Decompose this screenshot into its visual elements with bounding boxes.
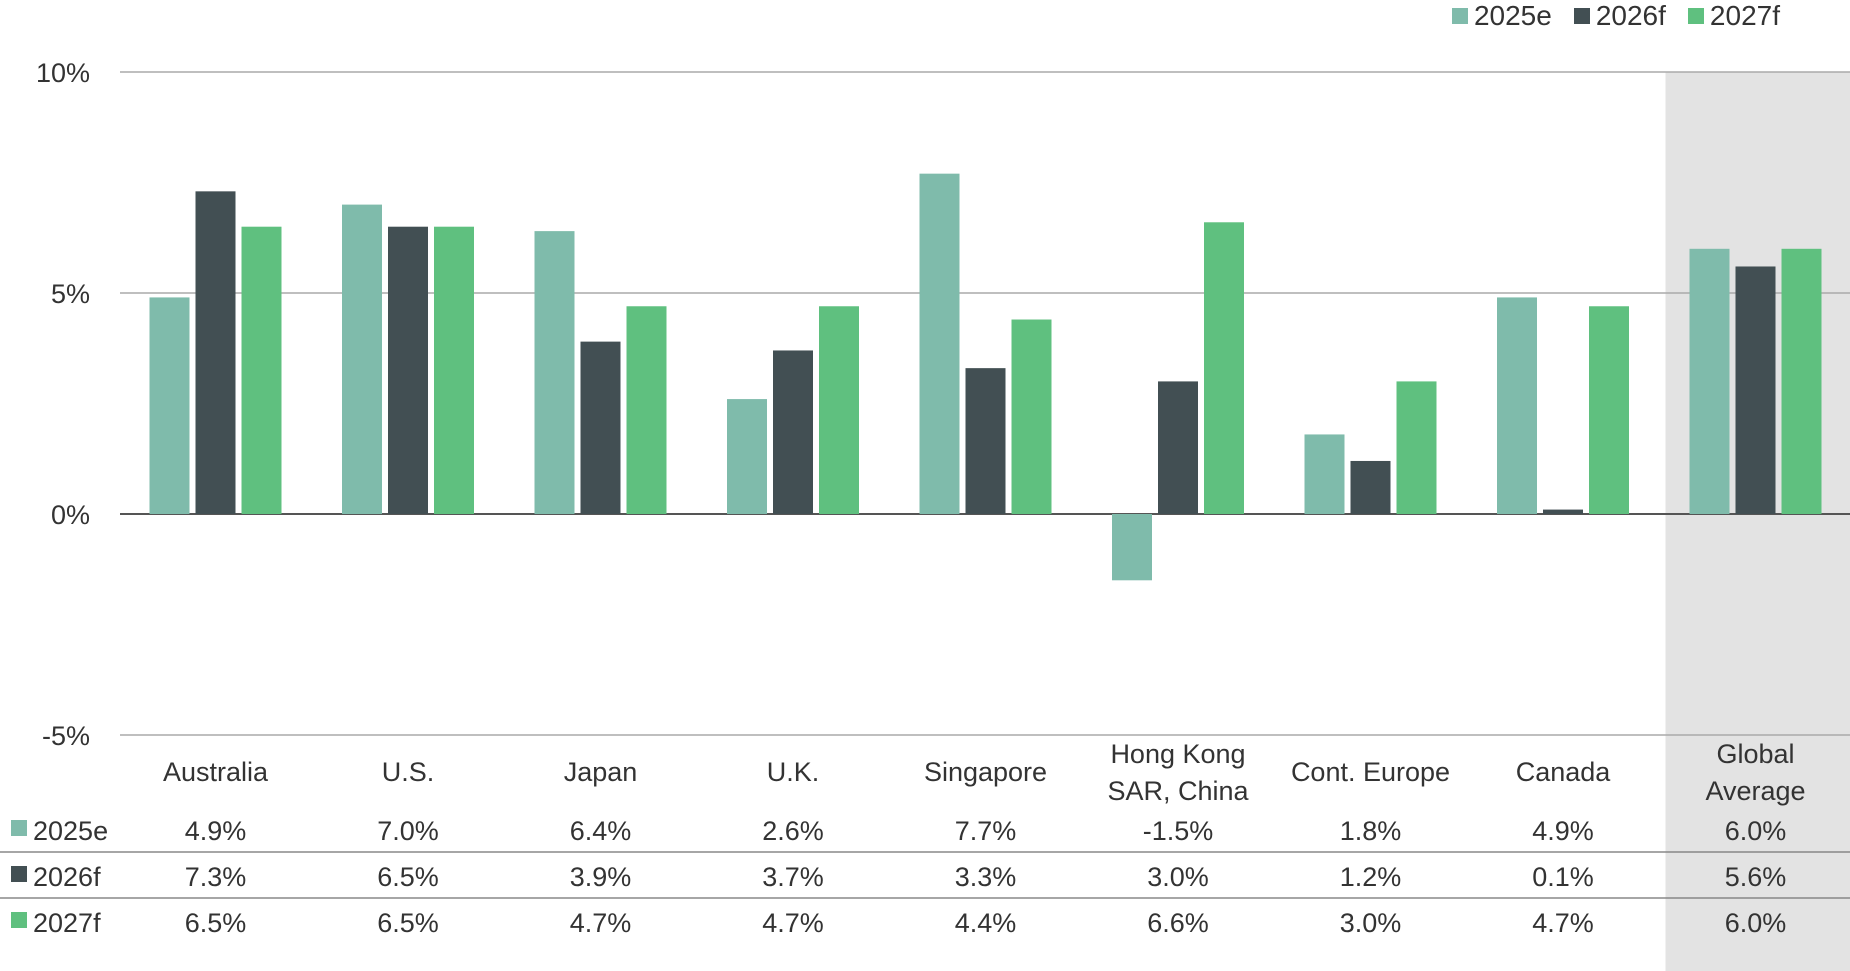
- bar-2027f: [819, 306, 859, 514]
- table-cell: 7.0%: [377, 816, 439, 846]
- bar-2026f: [195, 191, 236, 514]
- bar-2025e: [534, 231, 575, 514]
- bar-2027f: [626, 306, 667, 514]
- table-cell: 4.9%: [185, 816, 247, 846]
- table-cell: 3.7%: [762, 862, 824, 892]
- table-cell: 6.0%: [1725, 816, 1787, 846]
- table-row-swatch-2025e: [11, 820, 27, 836]
- legend: 2025e 2026f 2027f: [1451, 0, 1780, 32]
- table-row-swatch-2027f: [11, 912, 27, 928]
- table-cell: 6.4%: [570, 816, 632, 846]
- table-cell: 1.2%: [1340, 862, 1402, 892]
- table-cell: 4.7%: [570, 908, 632, 938]
- table-row-label: 2027f: [33, 908, 101, 938]
- x-category-label: Cont. Europe: [1291, 757, 1450, 787]
- bar-2025e: [149, 297, 190, 514]
- table-cell: 4.7%: [762, 908, 824, 938]
- table-cell: 6.0%: [1725, 908, 1787, 938]
- x-category-label: U.S.: [382, 757, 435, 787]
- table-cell: 7.3%: [185, 862, 247, 892]
- bar-2027f: [1204, 222, 1244, 514]
- bar-2025e: [1112, 514, 1152, 581]
- bar-2025e: [1497, 297, 1537, 514]
- bar-2025e: [342, 204, 382, 514]
- x-category-label: Australia: [163, 757, 269, 787]
- table-cell: 1.8%: [1340, 816, 1402, 846]
- table-cell: 0.1%: [1532, 862, 1594, 892]
- legend-label-2027f: 2027f: [1709, 0, 1780, 31]
- table-row-label: 2025e: [33, 816, 108, 846]
- table-cell: 6.5%: [185, 908, 247, 938]
- y-tick-label: 10%: [36, 58, 90, 88]
- table-cell: 3.9%: [570, 862, 632, 892]
- x-category-label: Average: [1705, 776, 1805, 806]
- x-category-label: Hong Kong: [1110, 739, 1245, 769]
- bar-2026f: [1543, 509, 1583, 514]
- y-tick-label: -5%: [42, 721, 90, 751]
- table-row-label: 2026f: [33, 862, 101, 892]
- table-row-swatch-2026f: [11, 866, 27, 882]
- bar-2027f: [241, 226, 282, 514]
- table-cell: 6.5%: [377, 908, 439, 938]
- bar-2026f: [773, 350, 813, 514]
- legend-label-2025e: 2025e: [1473, 0, 1552, 31]
- bar-2027f: [1781, 248, 1822, 515]
- table-cell: 3.3%: [955, 862, 1017, 892]
- bar-2026f: [388, 226, 428, 514]
- bar-2025e: [919, 173, 960, 514]
- table-cell: 5.6%: [1725, 862, 1787, 892]
- legend-label-2026f: 2026f: [1595, 0, 1666, 31]
- bar-2026f: [1158, 381, 1198, 514]
- bar-2027f: [1011, 319, 1052, 514]
- table-cell: 2.6%: [762, 816, 824, 846]
- bar-2027f: [434, 226, 474, 514]
- x-category-label: Canada: [1516, 757, 1612, 787]
- table-cell: 3.0%: [1340, 908, 1402, 938]
- bar-2026f: [965, 368, 1006, 514]
- bar-2025e: [727, 399, 767, 514]
- bar-2026f: [580, 341, 621, 514]
- y-tick-label: 5%: [51, 279, 90, 309]
- highlight-band-global-average: [1665, 72, 1850, 971]
- x-category-label: SAR, China: [1107, 776, 1249, 806]
- bar-2026f: [1350, 460, 1391, 514]
- table-cell: -1.5%: [1143, 816, 1214, 846]
- legend-swatch-2027f: [1687, 8, 1704, 24]
- x-category-label: Japan: [564, 757, 638, 787]
- x-category-label: U.K.: [767, 757, 820, 787]
- x-category-label: Global: [1716, 739, 1794, 769]
- bar-2025e: [1304, 434, 1345, 514]
- y-tick-label: 0%: [51, 500, 90, 530]
- table-cell: 6.6%: [1147, 908, 1209, 938]
- bar-2026f: [1735, 266, 1776, 514]
- bar-2025e: [1689, 248, 1730, 515]
- legend-item-2026f: 2026f: [1573, 0, 1666, 32]
- legend-swatch-2025e: [1451, 8, 1468, 24]
- x-category-label: Singapore: [924, 757, 1047, 787]
- bar-2027f: [1396, 381, 1437, 514]
- legend-item-2027f: 2027f: [1687, 0, 1780, 32]
- table-cell: 4.9%: [1532, 816, 1594, 846]
- table-cell: 4.7%: [1532, 908, 1594, 938]
- table-cell: 6.5%: [377, 862, 439, 892]
- table-cell: 7.7%: [955, 816, 1017, 846]
- legend-swatch-2026f: [1573, 8, 1590, 24]
- table-cell: 4.4%: [955, 908, 1017, 938]
- table-cell: 3.0%: [1147, 862, 1209, 892]
- legend-item-2025e: 2025e: [1451, 0, 1552, 32]
- bar-2027f: [1589, 306, 1629, 514]
